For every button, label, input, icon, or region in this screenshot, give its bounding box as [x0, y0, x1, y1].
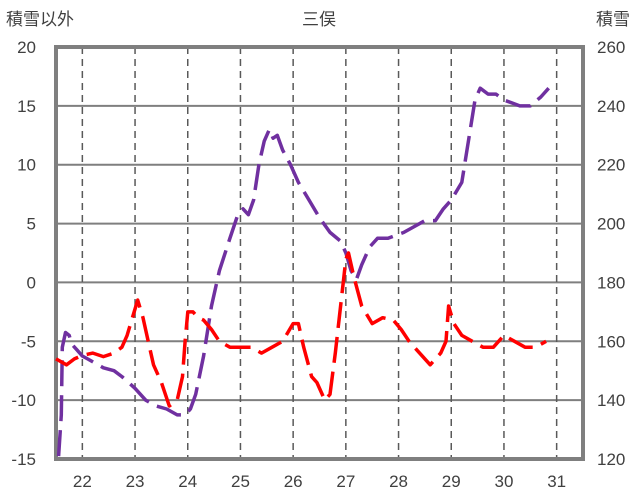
left-tick-label: -10	[11, 391, 36, 410]
x-tick-label: 31	[547, 472, 566, 491]
left-tick-label: 5	[27, 215, 36, 234]
right-tick-label: 200	[597, 215, 625, 234]
right-tick-label: 220	[597, 156, 625, 175]
right-tick-label: 140	[597, 391, 625, 410]
left-tick-label: -15	[11, 450, 36, 469]
x-tick-label: 25	[231, 472, 250, 491]
left-tick-label: 15	[17, 97, 36, 116]
series-layer	[55, 86, 551, 457]
x-tick-label: 23	[126, 472, 145, 491]
x-tick-label: 28	[389, 472, 408, 491]
right-axis-title: 積雪	[596, 10, 630, 30]
tick-labels: 20 15 10 5 0 -5 -10 -15 260 240 220 200 180 160 140 120…	[11, 38, 625, 491]
x-tick-label: 30	[494, 472, 513, 491]
x-tick-label: 29	[442, 472, 461, 491]
x-tick-label: 27	[336, 472, 355, 491]
left-tick-label: 10	[17, 156, 36, 175]
left-tick-label: 0	[27, 273, 36, 292]
plot-frame	[54, 45, 585, 461]
right-tick-label: 260	[597, 38, 625, 57]
x-tick-label: 24	[178, 472, 197, 491]
right-tick-label: 120	[597, 450, 625, 469]
right-tick-label: 160	[597, 332, 625, 351]
series-line-other	[55, 251, 547, 408]
series-line-snow-depth	[56, 86, 551, 457]
chart-title: 三俣	[302, 10, 336, 30]
left-tick-label: 20	[17, 38, 36, 57]
right-tick-label: 180	[597, 273, 625, 292]
right-tick-label: 240	[597, 97, 625, 116]
left-axis-title: 積雪以外	[6, 10, 74, 30]
x-tick-label: 22	[73, 472, 92, 491]
x-tick-label: 26	[284, 472, 303, 491]
left-tick-label: -5	[21, 332, 36, 351]
